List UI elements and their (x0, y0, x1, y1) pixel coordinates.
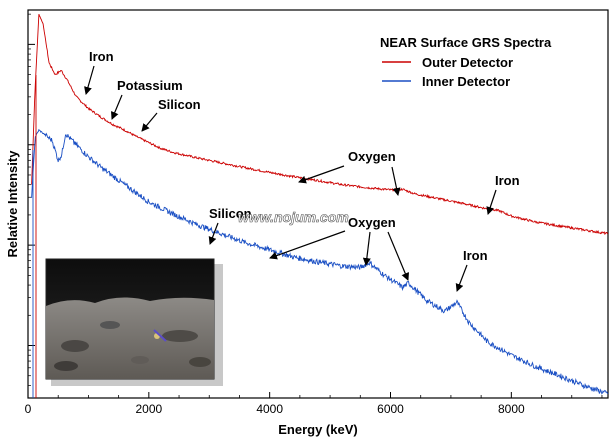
annotation-label-oxygen-outer: Oxygen (348, 149, 396, 164)
annotation-arrow-iron-outer-2 (486, 189, 497, 215)
x-tick-label: 4000 (256, 402, 283, 416)
legend-label-outer: Outer Detector (422, 55, 513, 70)
x-tick-label: 8000 (498, 402, 525, 416)
annotation-label-iron-outer: Iron (89, 49, 114, 64)
annotations: Iron Potassium Silicon Oxygen Iron Silic… (84, 49, 520, 292)
legend-label-inner: Inner Detector (422, 74, 510, 89)
annotation-label-iron-inner: Iron (463, 248, 488, 263)
x-tick-label: 6000 (377, 402, 404, 416)
annotation-label-silicon-outer: Silicon (158, 97, 201, 112)
annotation-arrow-oxygen-outer-1 (298, 165, 345, 184)
x-axis-ticks: 0 2000 4000 6000 8000 (25, 392, 603, 416)
annotation-label-iron-outer-2: Iron (495, 173, 520, 188)
legend-title: NEAR Surface GRS Spectra (380, 35, 552, 50)
annotation-label-potassium: Potassium (117, 78, 183, 93)
y-axis-title: Relative Intensity (5, 150, 20, 258)
annotation-arrow-oxygen-inner-1 (269, 230, 346, 260)
annotation-label-oxygen-inner: Oxygen (348, 215, 396, 230)
x-tick-label: 0 (25, 402, 32, 416)
watermark-text: www.nojum.com (238, 209, 349, 225)
annotation-label-silicon-inner: Silicon (209, 206, 252, 221)
series-line-outer-detector (31, 13, 608, 236)
annotation-arrow-iron-inner (455, 264, 468, 292)
annotation-arrow-potassium (111, 94, 123, 120)
surface-photo-inset (45, 258, 223, 386)
annotation-arrow-silicon-inner (208, 222, 219, 245)
annotation-arrow-oxygen-outer-2 (391, 166, 401, 196)
annotation-arrow-oxygen-inner-2 (362, 231, 371, 266)
series-line-inner-detector (31, 128, 609, 395)
x-axis-title: Energy (keV) (278, 422, 357, 437)
legend: NEAR Surface GRS Spectra Outer Detector … (380, 35, 552, 89)
annotation-arrow-iron-outer (84, 65, 95, 95)
x-tick-label: 2000 (135, 402, 162, 416)
series-lines (31, 13, 609, 398)
annotation-arrow-silicon-outer (141, 112, 158, 132)
annotation-arrow-oxygen-inner-3 (387, 231, 409, 281)
y-axis-ticks (28, 13, 35, 399)
